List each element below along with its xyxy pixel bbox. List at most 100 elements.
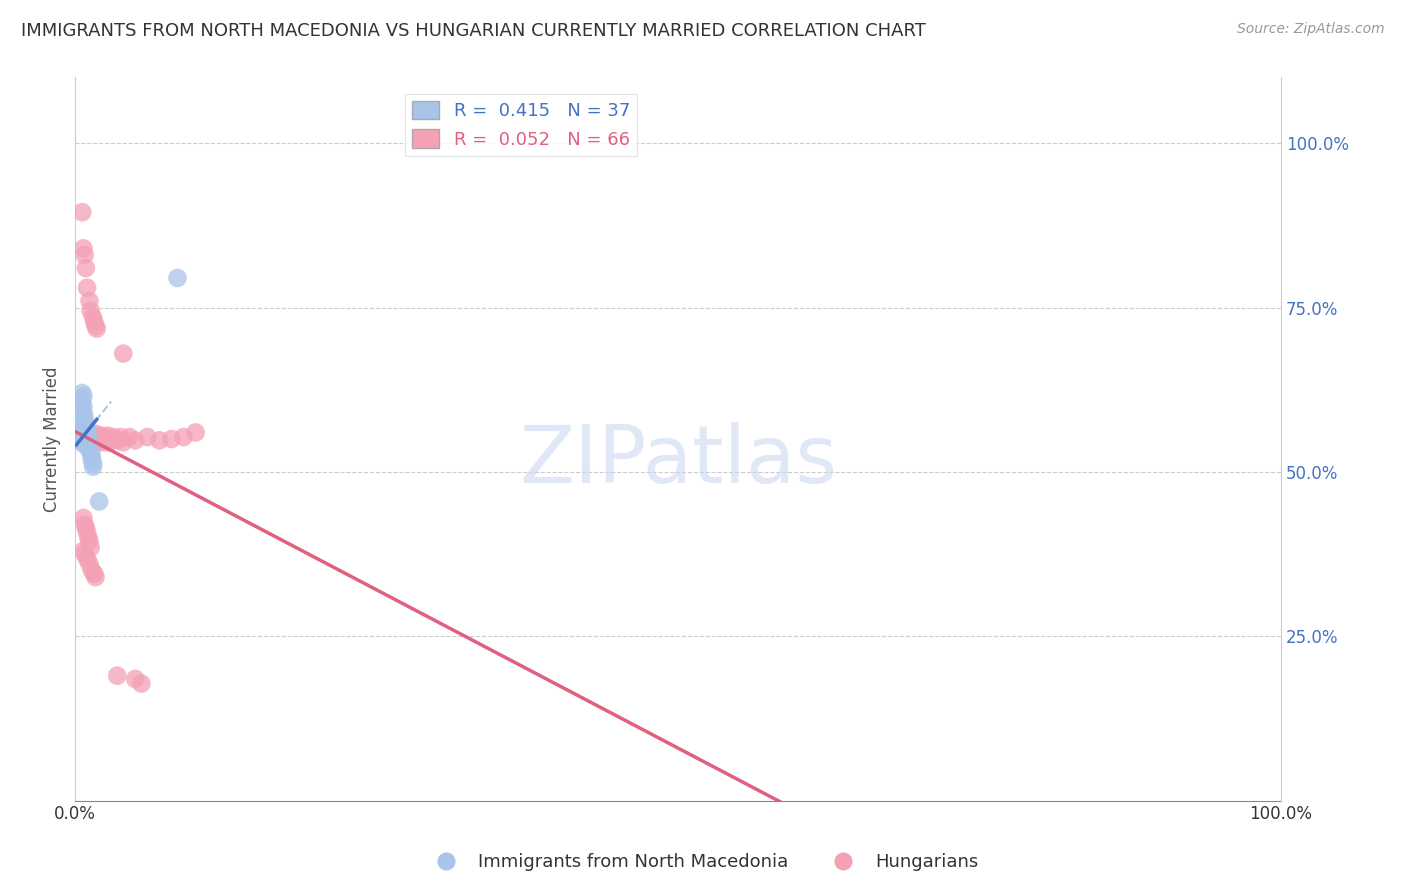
Point bbox=[70, 386, 93, 401]
Point bbox=[83, 432, 105, 446]
Point bbox=[72, 399, 94, 413]
Point bbox=[76, 426, 98, 441]
Point bbox=[67, 426, 90, 441]
Point bbox=[82, 429, 104, 443]
Point bbox=[70, 205, 93, 219]
Point bbox=[93, 434, 115, 448]
Point bbox=[82, 456, 104, 470]
Point bbox=[79, 446, 101, 460]
Point bbox=[70, 396, 93, 410]
Point bbox=[72, 241, 94, 255]
Point bbox=[72, 406, 94, 420]
Point bbox=[66, 425, 89, 440]
Point bbox=[75, 436, 97, 450]
Point bbox=[100, 432, 122, 446]
Point bbox=[89, 494, 111, 508]
Point bbox=[112, 346, 135, 360]
Point bbox=[91, 435, 114, 450]
Point bbox=[79, 541, 101, 555]
Point bbox=[66, 429, 89, 443]
Point bbox=[97, 429, 120, 443]
Point bbox=[184, 425, 207, 440]
Point bbox=[110, 430, 132, 444]
Point bbox=[82, 459, 104, 474]
Point bbox=[124, 672, 146, 686]
Point bbox=[97, 435, 120, 450]
Point bbox=[76, 551, 98, 566]
Point bbox=[75, 418, 97, 433]
Point bbox=[77, 434, 100, 448]
Point bbox=[87, 435, 110, 450]
Point bbox=[76, 525, 98, 540]
Point bbox=[76, 281, 98, 295]
Point bbox=[70, 418, 93, 433]
Point bbox=[80, 564, 103, 578]
Point bbox=[112, 435, 135, 450]
Point bbox=[73, 410, 96, 425]
Point bbox=[80, 450, 103, 464]
Point bbox=[84, 426, 107, 441]
Point bbox=[70, 392, 93, 407]
Point bbox=[75, 521, 97, 535]
Point bbox=[103, 430, 125, 444]
Point bbox=[70, 429, 93, 443]
Point bbox=[124, 434, 146, 448]
Point bbox=[79, 293, 101, 308]
Legend: Immigrants from North Macedonia, Hungarians: Immigrants from North Macedonia, Hungari… bbox=[420, 847, 986, 879]
Point bbox=[76, 440, 98, 454]
Legend: R =  0.415   N = 37, R =  0.052   N = 66: R = 0.415 N = 37, R = 0.052 N = 66 bbox=[405, 94, 637, 156]
Point bbox=[79, 440, 101, 454]
Point bbox=[70, 402, 93, 417]
Point bbox=[73, 434, 96, 448]
Point bbox=[148, 434, 170, 448]
Point bbox=[136, 430, 159, 444]
Point bbox=[79, 436, 101, 450]
Point bbox=[73, 426, 96, 441]
Point bbox=[105, 669, 128, 683]
Point bbox=[73, 416, 96, 430]
Point bbox=[94, 430, 117, 444]
Point bbox=[131, 676, 153, 690]
Point bbox=[79, 429, 101, 443]
Point bbox=[72, 389, 94, 403]
Point bbox=[77, 531, 100, 545]
Text: ZIPatlas: ZIPatlas bbox=[519, 422, 837, 500]
Point bbox=[79, 533, 101, 548]
Point bbox=[84, 318, 107, 333]
Point bbox=[166, 271, 188, 285]
Point bbox=[79, 303, 101, 318]
Point bbox=[82, 310, 104, 325]
Point bbox=[89, 434, 111, 448]
Point bbox=[72, 543, 94, 558]
Point bbox=[89, 430, 111, 444]
Text: IMMIGRANTS FROM NORTH MACEDONIA VS HUNGARIAN CURRENTLY MARRIED CORRELATION CHART: IMMIGRANTS FROM NORTH MACEDONIA VS HUNGA… bbox=[21, 22, 927, 40]
Point bbox=[160, 432, 183, 446]
Point bbox=[77, 430, 100, 444]
Point bbox=[86, 434, 108, 448]
Point bbox=[75, 261, 97, 276]
Point bbox=[73, 547, 96, 561]
Point bbox=[67, 429, 90, 443]
Point bbox=[105, 434, 128, 448]
Point bbox=[72, 432, 94, 446]
Point bbox=[73, 248, 96, 262]
Point bbox=[69, 430, 91, 444]
Point bbox=[79, 557, 101, 571]
Point bbox=[173, 430, 195, 444]
Point bbox=[83, 315, 105, 329]
Point bbox=[76, 422, 98, 436]
Point bbox=[84, 570, 107, 584]
Point bbox=[69, 434, 91, 448]
Point bbox=[70, 425, 93, 440]
Point bbox=[86, 321, 108, 335]
Text: Source: ZipAtlas.com: Source: ZipAtlas.com bbox=[1237, 22, 1385, 37]
Point bbox=[96, 434, 118, 448]
Point bbox=[72, 430, 94, 444]
Y-axis label: Currently Married: Currently Married bbox=[44, 367, 60, 512]
Point bbox=[77, 434, 100, 448]
Point bbox=[118, 430, 141, 444]
Point bbox=[76, 430, 98, 444]
Point bbox=[79, 443, 101, 458]
Point bbox=[80, 453, 103, 467]
Point bbox=[73, 517, 96, 532]
